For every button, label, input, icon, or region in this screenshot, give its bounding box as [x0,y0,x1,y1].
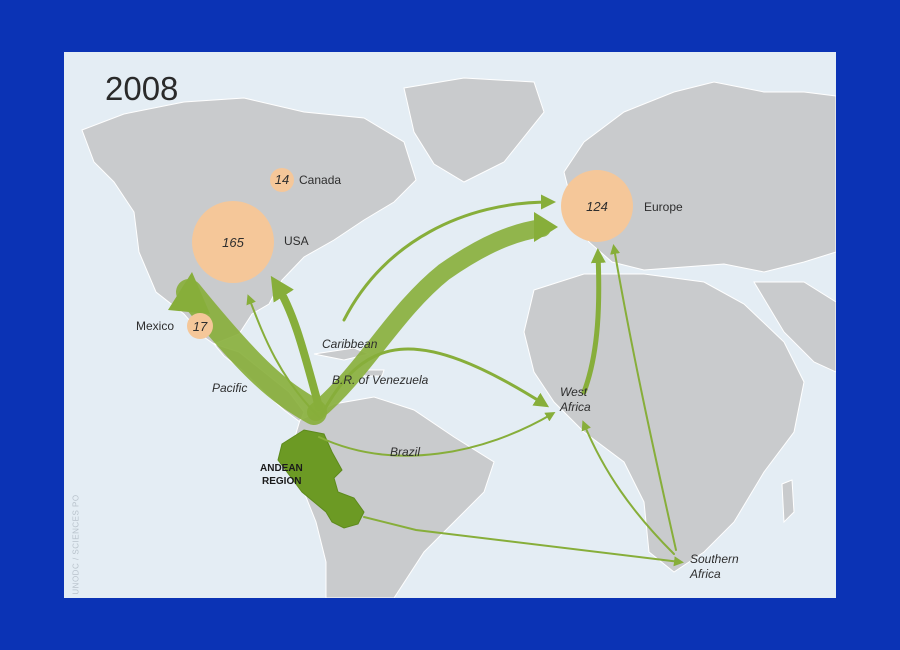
arrowhead-mexico [168,272,210,314]
label-pacific: Pacific [212,381,247,395]
value-usa: 165 [222,235,244,250]
label-usa: USA [284,234,309,248]
map-frame: 165 124 17 14 USA Europe Mexico Canada C… [64,52,836,598]
label-west-africa-line1: West [560,385,588,399]
label-venezuela: B.R. of Venezuela [332,373,429,387]
label-canada: Canada [299,173,341,187]
flow-andean-to-usa [270,275,323,411]
label-mexico: Mexico [136,319,174,333]
flow-andean-to-southern-africa [363,516,684,567]
bubble-usa [192,201,274,283]
flow-andean-to-mexico [176,279,327,425]
flow-andean-to-europe-thin [342,194,556,322]
value-mexico: 17 [193,319,208,334]
place-labels: USA Europe Mexico Canada Caribbean B.R. … [136,173,739,581]
flow-southern-africa-to-europe [610,244,677,551]
greenland-land [403,77,545,183]
label-southern-africa-line1: Southern [690,552,739,566]
europe-land [563,81,836,273]
madagascar-land [781,479,795,524]
flow-andean-to-usa-thin [246,294,320,418]
flow-map: 165 124 17 14 USA Europe Mexico Canada C… [64,52,836,598]
flow-west-africa-to-europe [581,248,606,395]
flow-southern-africa-to-west-africa [581,420,675,555]
source-credit: UNODC / SCIENCES PO [71,494,81,595]
bubble-canada [270,168,294,192]
arrowhead-europe [534,212,558,242]
label-southern-africa-line2: Africa [689,567,721,581]
bubble-mexico [187,313,213,339]
label-west-africa-line2: Africa [559,400,591,414]
flow-andean-to-west-africa [320,347,550,416]
label-andean-line2: REGION [262,476,301,487]
label-andean-line1: ANDEAN [260,463,303,474]
flow-arrows [168,194,684,567]
year-title: 2008 [105,70,179,107]
flow-brazil-to-west-africa [318,411,556,457]
andean-region-shape [277,429,365,529]
label-caribbean: Caribbean [322,337,378,351]
bubble-europe [561,170,633,242]
flow-andean-to-europe [307,219,551,421]
value-canada: 14 [275,172,289,187]
market-bubbles: 165 124 17 14 [187,168,633,339]
south-america-land [291,396,495,598]
label-europe: Europe [644,200,683,214]
label-brazil: Brazil [390,445,420,459]
asia-land [753,281,836,373]
value-europe: 124 [586,199,608,214]
